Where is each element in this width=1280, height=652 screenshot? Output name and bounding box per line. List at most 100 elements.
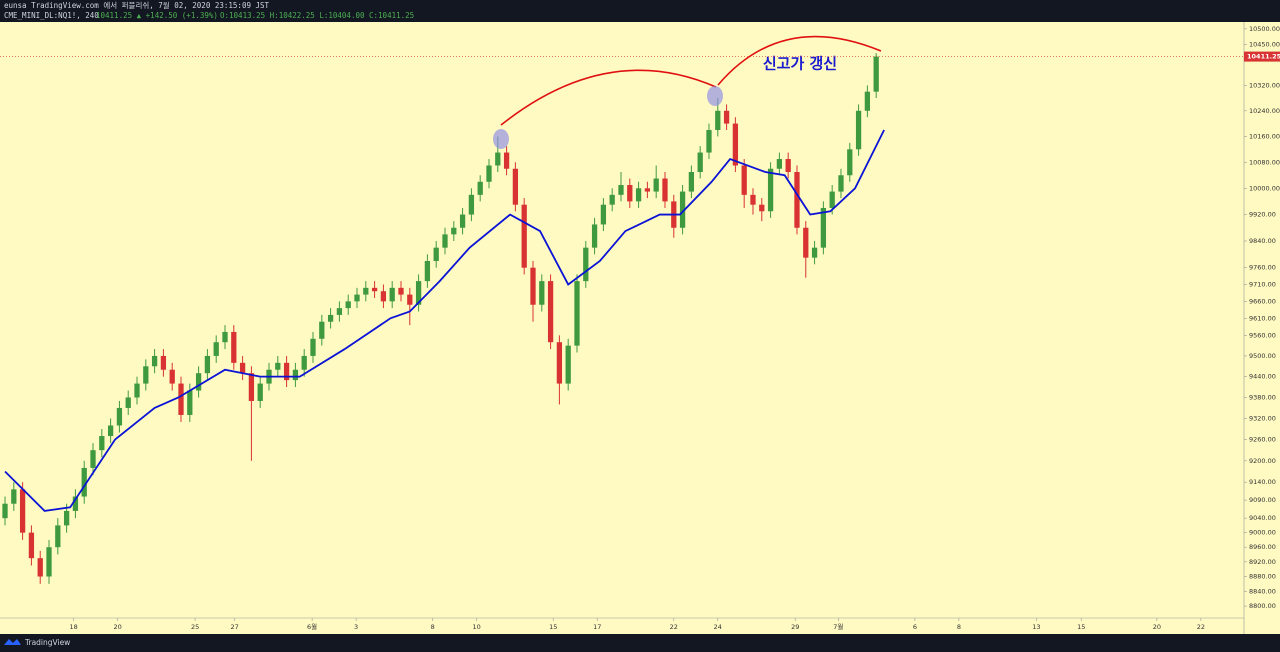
x-tick-label: 25	[191, 623, 199, 631]
candle-body	[257, 383, 263, 401]
y-tick-label: 9710.00	[1249, 280, 1276, 288]
candle-body	[169, 369, 175, 384]
candle-body	[107, 425, 114, 437]
candle-body	[319, 321, 325, 339]
candle-body	[187, 390, 193, 415]
price-change: 10411.25 ▲ +142.50 (+1.39%)	[96, 11, 218, 20]
candle-body	[459, 214, 466, 228]
x-tick-label: 7월	[833, 622, 843, 631]
candle-body	[90, 450, 96, 468]
y-tick-label: 8840.00	[1249, 587, 1276, 595]
candle-body	[767, 168, 774, 212]
candle-body	[776, 159, 783, 169]
highlight	[707, 86, 723, 106]
candle-body	[292, 369, 299, 381]
candle-body	[310, 338, 316, 356]
candle-body	[134, 383, 140, 398]
candle-body	[63, 510, 70, 526]
candle-body	[336, 308, 343, 315]
candle-body	[547, 281, 554, 343]
x-tick-label: 29	[791, 623, 799, 631]
y-tick-label: 10500.00	[1249, 25, 1280, 33]
x-tick-label: 20	[114, 623, 122, 631]
y-tick-label: 9440.00	[1249, 373, 1276, 381]
y-tick-label: 10160.00	[1249, 132, 1280, 140]
candle-body	[301, 355, 307, 370]
candle-body	[275, 362, 281, 370]
x-tick-label: 13	[1032, 623, 1040, 631]
candle-body	[855, 110, 862, 150]
candle-body	[820, 207, 827, 248]
symbol: CME_MINI_DL:NQ1!, 240	[4, 11, 99, 20]
y-tick-label: 9840.00	[1249, 237, 1276, 245]
candle-body	[539, 281, 545, 305]
x-tick-label: 15	[549, 623, 557, 631]
y-tick-label: 9000.00	[1249, 529, 1276, 537]
candle-body	[239, 362, 246, 374]
candle-body	[345, 301, 351, 309]
candle-body	[495, 152, 501, 166]
candle-body	[803, 227, 809, 258]
candle-body	[371, 287, 378, 292]
candle-body	[2, 503, 8, 519]
candle-body	[415, 281, 422, 305]
candle-body	[151, 355, 158, 367]
x-tick-label: 17	[593, 623, 601, 631]
candle-body	[627, 185, 633, 202]
y-tick-label: 9660.00	[1249, 297, 1276, 305]
candle-body	[556, 342, 563, 384]
y-tick-label: 9140.00	[1249, 478, 1276, 486]
candle-body	[222, 331, 228, 343]
candle-body	[591, 224, 598, 248]
candle-body	[521, 204, 527, 268]
candle-body	[574, 281, 580, 346]
y-tick-label: 9260.00	[1249, 436, 1276, 444]
candle-body	[204, 355, 211, 374]
candle-body	[143, 366, 149, 384]
candle-body	[389, 287, 395, 302]
x-tick-label: 15	[1077, 623, 1085, 631]
candle-body	[398, 287, 404, 295]
candle-body	[486, 165, 492, 182]
ohlc: O:10413.25 H:10422.25 L:10404.00 C:10411…	[220, 11, 414, 20]
candle-body	[741, 165, 747, 195]
candle-body	[512, 168, 519, 205]
candle-body	[838, 175, 844, 192]
y-tick-label: 10080.00	[1249, 158, 1280, 166]
candle-body	[354, 294, 360, 302]
y-tick-label: 9320.00	[1249, 414, 1276, 422]
candle-body	[125, 397, 131, 408]
y-tick-label: 8800.00	[1249, 602, 1276, 610]
y-tick-label: 9200.00	[1249, 457, 1276, 465]
y-tick-label: 9090.00	[1249, 496, 1276, 504]
plot-area	[2, 53, 885, 584]
candle-body	[723, 110, 730, 124]
arc	[500, 69, 717, 126]
candle-body	[99, 436, 105, 451]
candle-body	[750, 194, 756, 205]
candle-body	[600, 204, 607, 225]
annotation: 신고가 갱신	[763, 55, 837, 73]
candle-body	[46, 547, 52, 577]
y-tick-label: 10450.00	[1249, 40, 1280, 48]
footer	[0, 634, 1280, 652]
candle-body	[116, 407, 123, 426]
candle-body	[609, 194, 615, 205]
candle-body	[794, 171, 800, 228]
candle-body	[19, 489, 26, 533]
candle-body	[759, 204, 765, 212]
x-tick-label: 8	[431, 623, 435, 631]
arc	[717, 35, 882, 86]
candle-body	[37, 558, 43, 577]
candle-body	[873, 56, 879, 92]
logo	[4, 639, 21, 645]
x-tick-label: 24	[714, 623, 722, 631]
y-tick-label: 9920.00	[1249, 211, 1276, 219]
candle-body	[706, 129, 712, 153]
candle-body	[785, 159, 791, 172]
candle-body	[618, 185, 624, 195]
y-tick-label: 9040.00	[1249, 514, 1276, 522]
y-tick-label: 9760.00	[1249, 264, 1276, 272]
candle-body	[662, 178, 668, 202]
